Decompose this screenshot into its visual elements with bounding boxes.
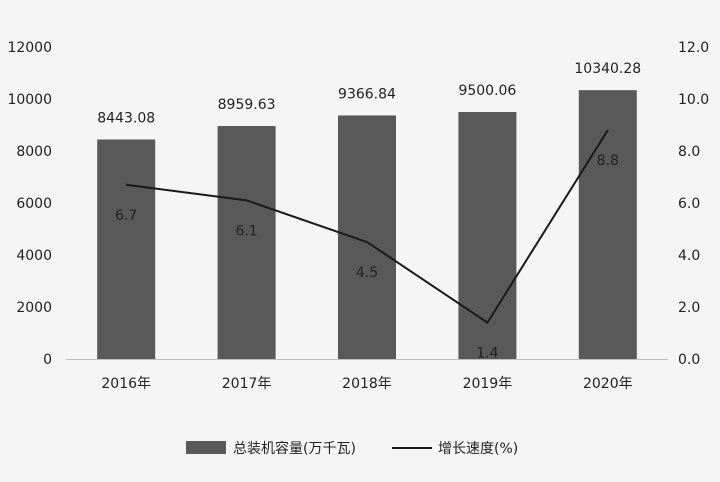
line-data-label: 8.8 [597, 153, 619, 169]
x-tick-label: 2016年 [101, 376, 151, 392]
x-tick-label: 2019年 [463, 376, 513, 392]
bar-data-label: 9366.84 [338, 86, 396, 102]
right-tick-label: 0.0 [678, 352, 700, 368]
left-tick-label: 4000 [16, 248, 52, 264]
x-tick-label: 2018年 [342, 376, 392, 392]
line-data-label: 4.5 [356, 265, 378, 281]
legend-line-label: 增长速度(%) [438, 441, 518, 457]
legend-bar-label: 总装机容量(万千瓦) [233, 440, 356, 457]
bar-data-label: 9500.06 [458, 83, 516, 99]
bar [97, 139, 156, 359]
bar [338, 115, 396, 359]
right-tick-label: 4.0 [678, 248, 700, 264]
left-tick-label: 2000 [16, 300, 52, 316]
x-tick-label: 2020年 [583, 376, 633, 392]
line-data-label: 6.1 [235, 223, 257, 239]
bar-data-label: 8443.08 [97, 110, 155, 126]
left-tick-label: 10000 [7, 92, 52, 108]
left-tick-label: 8000 [16, 144, 52, 160]
right-tick-label: 8.0 [678, 144, 700, 160]
right-tick-label: 6.0 [678, 196, 700, 212]
bar [578, 90, 637, 360]
right-tick-label: 2.0 [678, 300, 700, 316]
bar-data-label: 8959.63 [218, 97, 276, 113]
left-tick-label: 12000 [7, 40, 52, 56]
line-data-label: 6.7 [115, 208, 137, 224]
bar [217, 126, 276, 359]
bar [458, 111, 517, 359]
right-tick-label: 10.0 [678, 92, 709, 108]
right-tick-label: 12.0 [678, 40, 709, 56]
line-data-label: 1.4 [476, 346, 498, 362]
left-tick-label: 0 [43, 352, 52, 368]
bar-data-label: 10340.28 [574, 61, 641, 77]
x-tick-label: 2017年 [222, 376, 272, 392]
left-tick-label: 6000 [16, 196, 52, 212]
legend-bar-swatch [186, 441, 226, 454]
growth-line [126, 129, 609, 325]
